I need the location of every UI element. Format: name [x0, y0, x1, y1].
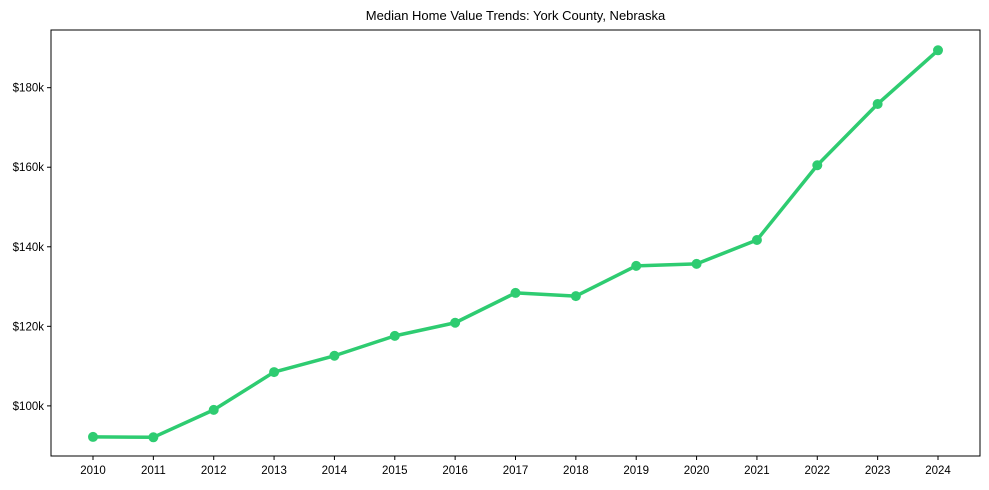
data-point-marker — [510, 287, 521, 298]
x-tick-label: 2013 — [261, 465, 287, 477]
y-tick-label: $160k — [13, 162, 45, 174]
data-point-marker — [88, 431, 98, 442]
data-point-marker — [872, 98, 883, 109]
y-tick-label: $120k — [13, 321, 45, 333]
x-tick-label: 2014 — [322, 465, 348, 477]
x-tick-label: 2017 — [503, 465, 529, 477]
y-tick-label: $140k — [13, 242, 45, 254]
x-tick-label: 2020 — [684, 465, 710, 477]
y-axis: $100k $120k $140k $160k $180k — [13, 83, 51, 413]
data-point-marker — [329, 350, 340, 361]
x-tick-label: 2018 — [563, 465, 589, 477]
data-point-marker — [631, 260, 642, 271]
data-point-marker — [812, 160, 823, 171]
y-tick-label: $180k — [13, 83, 45, 95]
data-point-marker — [933, 45, 943, 56]
data-point-marker — [208, 404, 219, 415]
x-tick-label: 2019 — [623, 465, 649, 477]
chart-title: Median Home Value Trends: York County, N… — [365, 8, 666, 23]
x-tick-label: 2023 — [865, 465, 891, 477]
x-axis: 2010 2011 2012 2013 2014 2015 2016 2017 2018 2019… — [80, 456, 951, 477]
plot-area — [50, 29, 981, 457]
x-tick-label: 2021 — [744, 465, 770, 477]
data-series — [88, 45, 943, 443]
x-tick-label: 2024 — [925, 465, 951, 477]
x-tick-label: 2015 — [382, 465, 408, 477]
x-tick-label: 2012 — [201, 465, 227, 477]
y-tick-label: $100k — [13, 401, 45, 413]
data-point-marker — [751, 235, 762, 246]
data-point-marker — [148, 432, 159, 443]
data-point-marker — [691, 258, 702, 269]
x-tick-label: 2016 — [442, 465, 468, 477]
data-point-marker — [269, 367, 280, 378]
data-point-marker — [450, 317, 461, 328]
data-point-marker — [570, 291, 581, 302]
data-point-marker — [389, 330, 400, 341]
x-tick-label: 2022 — [804, 465, 830, 477]
x-tick-label: 2011 — [141, 465, 166, 477]
x-tick-label: 2010 — [80, 465, 106, 477]
